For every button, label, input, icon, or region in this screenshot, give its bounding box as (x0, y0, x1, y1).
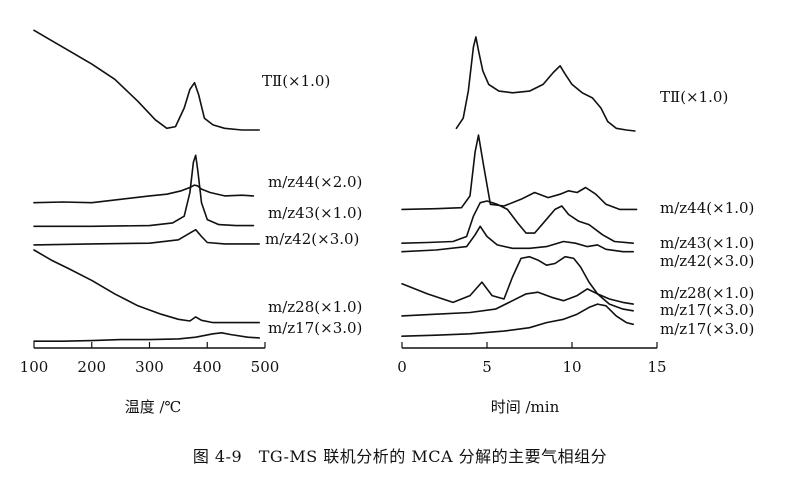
series-label: TⅡ(×1.0) (660, 88, 728, 106)
x-axis-title: 时间 /min (491, 398, 560, 416)
x-tick-label: 0 (397, 358, 407, 376)
series-line (401, 303, 634, 337)
x-tick-label: 15 (647, 358, 666, 376)
series-label: m/z17(×3.0) (268, 319, 362, 337)
series-line (33, 249, 260, 324)
series-label: m/z28(×1.0) (660, 284, 754, 302)
series-label: m/z28(×1.0) (268, 298, 362, 316)
series-line (401, 134, 638, 211)
series-label: m/z44(×2.0) (268, 173, 362, 191)
series-label: m/z17(×3.0) (660, 320, 754, 338)
right-panel-time: 0 5 10 15 时间 /min TⅡ(×1.0) m/z44(×1.0) m/z43(×1… (397, 36, 754, 416)
series-label: m/z43(×1.0) (268, 204, 362, 222)
x-tick-label: 300 (135, 358, 164, 376)
series-line (455, 36, 636, 132)
series-label: m/z43(×1.0) (660, 234, 754, 252)
figure-caption: 图 4-9 TG-MS 联机分析的 MCA 分解的主要气相组分 (193, 447, 607, 466)
left-panel-temperature: 100 200 300 400 500 温度 /℃ TⅡ(×1.0) m/z44(×2.0) m… (20, 29, 362, 416)
series-line (33, 154, 255, 228)
x-tick-label: 10 (562, 358, 581, 376)
x-tick-label: 500 (251, 358, 280, 376)
x-tick-label: 200 (77, 358, 106, 376)
series-line (401, 255, 634, 305)
series-line (33, 228, 260, 246)
x-tick-label: 400 (193, 358, 222, 376)
series-label: m/z42(×3.0) (660, 252, 754, 270)
series-label: m/z17(×3.0) (660, 301, 754, 319)
series-line (33, 184, 255, 204)
series-label: m/z42(×3.0) (265, 230, 359, 248)
series-label: TⅡ(×1.0) (262, 72, 330, 90)
series-line (401, 225, 634, 253)
x-tick-label: 100 (20, 358, 49, 376)
series-line (401, 288, 634, 317)
series-line (401, 200, 634, 244)
x-tick-label: 5 (482, 358, 492, 376)
series-line (33, 332, 260, 342)
series-line (33, 29, 260, 131)
series-label: m/z44(×1.0) (660, 199, 754, 217)
x-axis-title: 温度 /℃ (125, 398, 182, 416)
